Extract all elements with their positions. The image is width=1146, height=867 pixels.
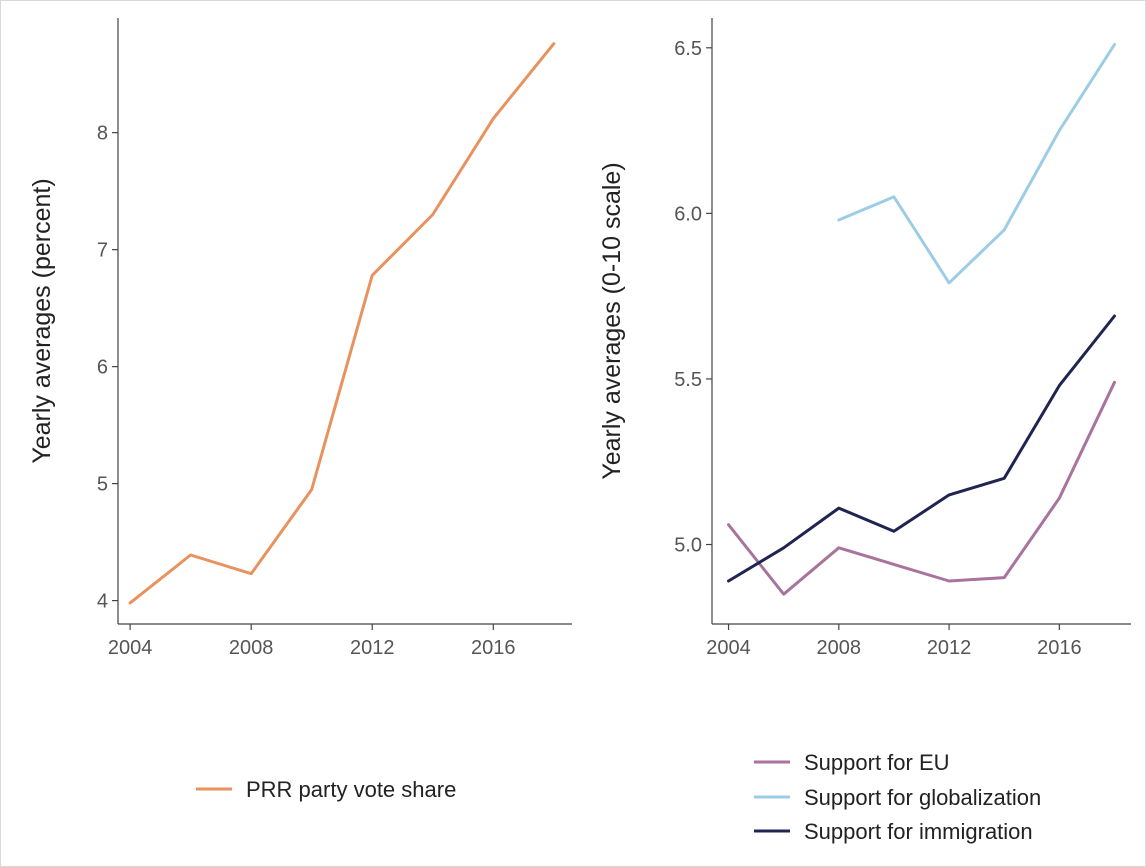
- right-x-ticks: 2004 2008 2012 2016: [706, 624, 1082, 659]
- right-y-axis-label: Yearly averages (0-10 scale): [598, 162, 626, 479]
- legend-label-globalization: Support for globalization: [804, 785, 1041, 810]
- right-legend: Support for EU Support for globalization…: [754, 750, 1041, 844]
- x-tick-label: 2016: [471, 637, 516, 659]
- x-tick-label: 2012: [350, 637, 395, 659]
- left-y-axis-label: Yearly averages (percent): [28, 178, 56, 463]
- series-line-prr-party-vote-share: [128, 42, 556, 605]
- right-panel: 5.0 5.5 6.0 6.5 2004 2008 2012 2016 Yearly ave…: [598, 18, 1131, 659]
- legend-label-prr: PRR party vote share: [246, 777, 456, 802]
- left-x-ticks: 2004 2008 2012 2016: [108, 624, 516, 659]
- x-tick-label: 2008: [229, 637, 274, 659]
- y-tick-label: 6: [97, 357, 108, 379]
- left-legend: PRR party vote share: [196, 777, 456, 802]
- x-tick-label: 2008: [817, 637, 862, 659]
- series-line-support-for-eu: [727, 380, 1116, 596]
- right-series: [727, 43, 1116, 596]
- series-line-support-for-immigration: [727, 314, 1116, 583]
- y-tick-label: 8: [97, 123, 108, 145]
- left-panel: 4 5 6 7 8 2004 2008 2012 2016 Yearly averages (…: [28, 18, 572, 659]
- y-tick-label: 6.0: [674, 203, 702, 225]
- x-tick-label: 2004: [108, 637, 153, 659]
- y-tick-label: 7: [97, 240, 108, 262]
- series-line-support-for-globalization: [837, 43, 1116, 285]
- x-tick-label: 2016: [1037, 637, 1082, 659]
- x-tick-label: 2004: [706, 637, 751, 659]
- legend-label-immigration: Support for immigration: [804, 819, 1033, 844]
- y-tick-label: 4: [97, 591, 108, 613]
- y-tick-label: 5: [97, 474, 108, 496]
- left-y-ticks: 4 5 6 7 8: [97, 123, 118, 613]
- legend-label-eu: Support for EU: [804, 750, 950, 775]
- y-tick-label: 6.5: [674, 38, 702, 60]
- y-tick-label: 5.5: [674, 369, 702, 391]
- x-tick-label: 2012: [927, 637, 972, 659]
- y-tick-label: 5.0: [674, 535, 702, 557]
- left-series: [128, 42, 556, 605]
- right-y-ticks: 5.0 5.5 6.0 6.5: [674, 38, 712, 557]
